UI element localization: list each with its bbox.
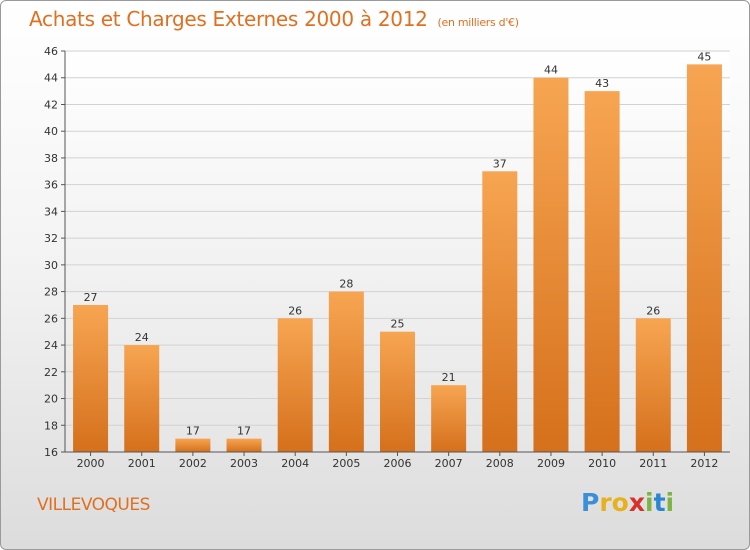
bar — [175, 438, 211, 452]
y-tick-label: 28 — [44, 286, 58, 299]
y-tick-label: 34 — [44, 205, 58, 218]
y-tick-label: 18 — [44, 419, 58, 432]
bar-value-label: 45 — [697, 50, 711, 63]
x-tick-label: 2006 — [384, 457, 412, 470]
bar-value-label: 24 — [135, 331, 149, 344]
logo-letter: o — [611, 488, 629, 517]
logo-letter: r — [599, 488, 612, 517]
y-axis-ticks: 16 18 20 22 24 26 28 30 32 34 36 38 40 42 44 46 — [44, 45, 65, 459]
bar-value-label: 37 — [493, 157, 507, 170]
logo-letter: x — [628, 488, 645, 517]
x-tick-label: 2007 — [435, 457, 463, 470]
bar-value-label: 43 — [595, 77, 609, 90]
bar-value-label: 21 — [442, 371, 456, 384]
y-tick-label: 44 — [44, 72, 58, 85]
bar — [686, 64, 722, 452]
bar-value-label: 44 — [544, 64, 558, 77]
bar — [533, 77, 569, 452]
location-label: VILLEVOQUES — [37, 495, 150, 515]
bar — [635, 318, 671, 452]
x-tick-label: 2004 — [281, 457, 309, 470]
bar-value-label: 28 — [339, 278, 353, 291]
y-tick-label: 42 — [44, 98, 58, 111]
x-tick-label: 2008 — [486, 457, 514, 470]
x-tick-label: 2011 — [639, 457, 667, 470]
x-tick-label: 2009 — [537, 457, 565, 470]
bar-value-label: 26 — [288, 304, 302, 317]
bars: 27 24 17 17 26 28 25 21 37 44 43 26 45 — [73, 50, 722, 453]
x-tick-label: 2000 — [77, 457, 105, 470]
bar — [380, 331, 415, 452]
bar — [226, 438, 262, 452]
y-tick-label: 40 — [44, 125, 58, 138]
y-tick-label: 32 — [44, 232, 58, 245]
x-tick-label: 2001 — [128, 457, 156, 470]
y-tick-label: 26 — [44, 312, 58, 325]
x-axis-ticks: 2000 2001 2002 2003 2004 2005 2006 2007 2008 2009… — [77, 452, 718, 470]
bar-value-label: 17 — [237, 425, 251, 438]
y-tick-label: 20 — [44, 393, 58, 406]
y-tick-label: 30 — [44, 259, 58, 272]
bar-value-label: 26 — [646, 304, 660, 317]
bar — [124, 345, 160, 452]
x-tick-label: 2012 — [690, 457, 718, 470]
y-tick-label: 24 — [44, 339, 58, 352]
y-tick-label: 46 — [44, 45, 58, 58]
x-tick-label: 2005 — [332, 457, 360, 470]
logo-letter: P — [581, 488, 600, 517]
logo-letter: i — [665, 488, 675, 517]
bar — [328, 291, 364, 452]
bar-value-label: 27 — [84, 291, 98, 304]
y-tick-label: 22 — [44, 366, 58, 379]
bar — [584, 91, 620, 452]
logo-letter: t — [653, 488, 666, 517]
y-tick-label: 16 — [44, 446, 58, 459]
bar-value-label: 25 — [391, 318, 405, 331]
chart-subtitle: (en milliers d'€) — [437, 16, 519, 29]
bar — [431, 385, 467, 452]
bar — [73, 304, 109, 452]
bar — [277, 318, 313, 452]
x-tick-label: 2002 — [179, 457, 207, 470]
bar — [482, 171, 518, 453]
logo-letter: i — [645, 488, 654, 517]
chart-title: Achats et Charges Externes 2000 à 2012 (e… — [29, 7, 519, 31]
x-tick-label: 2003 — [230, 457, 258, 470]
bar-value-label: 17 — [186, 425, 200, 438]
y-tick-label: 36 — [44, 179, 58, 192]
x-tick-label: 2010 — [588, 457, 616, 470]
y-tick-label: 38 — [44, 152, 58, 165]
proxiti-logo: Proxiti — [581, 488, 674, 517]
